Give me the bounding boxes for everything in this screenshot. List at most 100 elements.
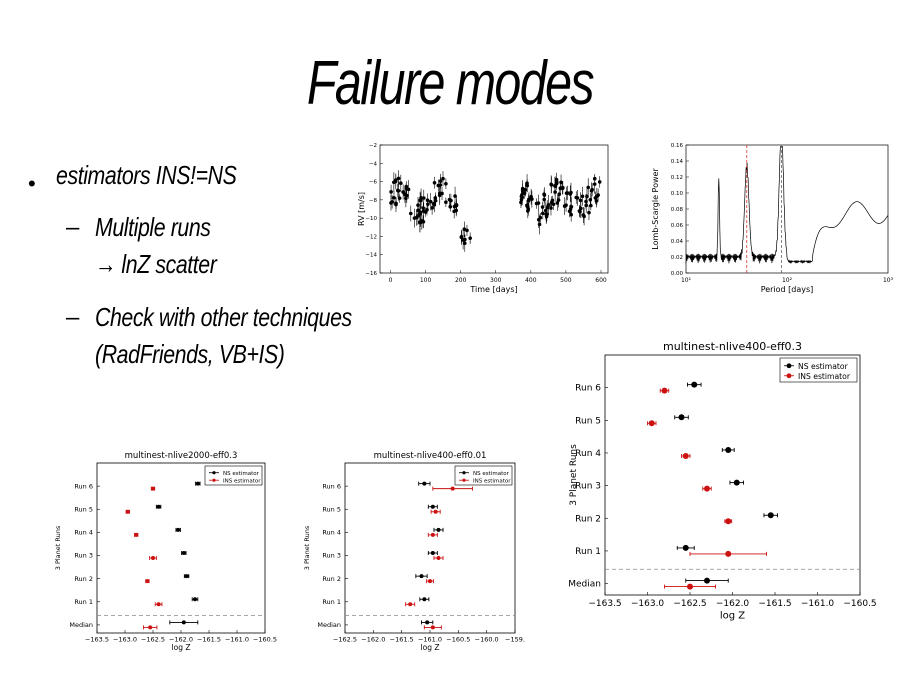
- data-point: [432, 201, 436, 206]
- data-point: [406, 187, 411, 192]
- x-tick-label: −162.0: [716, 599, 750, 609]
- data-point: [437, 191, 442, 196]
- data-point: [416, 208, 421, 213]
- evidence-chart-nlive400-eff0.01: multinest-nlive400-eff0.01 log Z 3 Planet …: [303, 451, 525, 652]
- sub-bullet-techniques: Check with other techniques: [95, 302, 352, 332]
- x-tick-label: −161.0: [225, 636, 249, 644]
- category-label: Run 4: [74, 529, 93, 537]
- data-point: [468, 236, 472, 240]
- data-point: [389, 190, 393, 194]
- x-tick-label: −159.: [505, 636, 525, 644]
- data-point: [426, 202, 430, 206]
- legend-swatch-dot: [212, 471, 216, 475]
- data-point: [195, 481, 200, 486]
- slide-title: Failure modes: [306, 49, 595, 118]
- y-tick-label: 0.00: [671, 271, 684, 277]
- y-axis-label: 3 Planet Runs: [54, 525, 62, 570]
- x-tick-label: −162.5: [673, 599, 706, 609]
- data-point: [540, 205, 545, 209]
- x-tick-label: −163.0: [631, 599, 665, 609]
- y-tick-label: 0.02: [671, 255, 683, 261]
- data-point: [584, 203, 589, 208]
- legend-entry: INS estimator: [473, 478, 511, 484]
- chart-title: multinest-nlive400-eff0.3: [663, 340, 802, 353]
- data-point: [397, 196, 402, 200]
- category-label: Run 1: [575, 547, 601, 557]
- x-tick-label: 10²: [782, 277, 793, 284]
- y-tick-label: −14: [365, 253, 377, 259]
- data-point: [537, 222, 542, 227]
- x-axis-label: Time [days]: [469, 285, 517, 294]
- data-point: [459, 235, 464, 240]
- data-point: [449, 198, 453, 203]
- data-point: [733, 479, 740, 486]
- x-tick-label: 100: [420, 277, 432, 284]
- data-point: [151, 486, 155, 491]
- dash-2: –: [66, 304, 80, 331]
- legend-swatch-dot: [786, 373, 792, 379]
- category-label: Run 5: [322, 505, 341, 513]
- data-point: [579, 206, 583, 211]
- chart-title: multinest-nlive2000-eff0.3: [125, 451, 238, 461]
- x-axis-label: log Z: [421, 643, 440, 652]
- periodogram-chart: 0.00 0.02 0.04 0.06 0.08 0.10 0.12 0.14 0.16 10¹ 1…: [651, 143, 894, 294]
- y-tick-label: 0.14: [671, 159, 684, 165]
- data-point: [430, 504, 435, 509]
- data-point: [394, 178, 398, 182]
- category-label: Run 3: [74, 552, 93, 560]
- data-point: [145, 579, 150, 584]
- data-point: [430, 206, 434, 210]
- x-axis-label: Period [days]: [761, 285, 814, 294]
- y-axis-label: RV [m/s]: [357, 192, 366, 226]
- data-point: [425, 198, 430, 203]
- data-point: [176, 527, 181, 532]
- data-point: [520, 186, 525, 191]
- y-axis-label: 3 Planet Runs: [303, 525, 311, 570]
- data-point: [542, 197, 546, 202]
- legend-entry: INS estimator: [223, 478, 261, 484]
- power-spectrum-line: [685, 146, 889, 264]
- data-point: [556, 198, 561, 202]
- x-tick-label: −161.0: [418, 636, 442, 644]
- data-point: [452, 209, 456, 214]
- data-point: [193, 597, 197, 602]
- y-axis-label: 3 Planet Runs: [569, 444, 579, 506]
- data-point: [404, 196, 408, 201]
- data-point: [465, 228, 469, 233]
- data-point: [441, 176, 445, 181]
- x-tick-label: −162.5: [141, 636, 165, 644]
- y-axis-label: Lomb-Scargle Power: [651, 168, 660, 250]
- plot-frame: [604, 354, 861, 596]
- category-label: Run 5: [575, 416, 601, 426]
- data-point: [592, 176, 597, 181]
- legend-box: [779, 357, 858, 383]
- evidence-chart-nlive400-eff0.3: multinest-nlive400-eff0.3 log Z 3 Planet R…: [568, 340, 876, 621]
- data-point: [423, 210, 428, 214]
- data-point: [404, 184, 409, 189]
- data-point: [589, 203, 593, 208]
- data-point: [125, 509, 130, 514]
- data-point: [399, 181, 403, 186]
- data-point: [580, 194, 585, 199]
- x-tick-label: 200: [455, 277, 467, 284]
- x-tick-label: −160.5: [446, 636, 470, 644]
- category-label: Run 4: [575, 449, 601, 459]
- data-point: [428, 199, 433, 204]
- category-label: Run 3: [575, 482, 601, 492]
- y-tick-label: −6: [369, 180, 378, 186]
- data-point: [767, 512, 774, 519]
- data-point: [421, 196, 426, 200]
- data-point: [392, 195, 396, 200]
- data-point: [586, 185, 591, 190]
- data-point: [184, 574, 189, 579]
- data-point: [452, 204, 457, 209]
- y-tick-label: −16: [365, 271, 377, 277]
- data-point: [436, 556, 441, 561]
- data-point: [559, 180, 563, 185]
- legend-swatch-dot: [462, 471, 466, 475]
- data-point: [408, 211, 413, 216]
- legend-entry: NS estimator: [223, 471, 260, 477]
- x-tick-label: −163.5: [85, 636, 109, 644]
- x-tick-label: −161.5: [390, 636, 414, 644]
- data-point: [564, 191, 569, 195]
